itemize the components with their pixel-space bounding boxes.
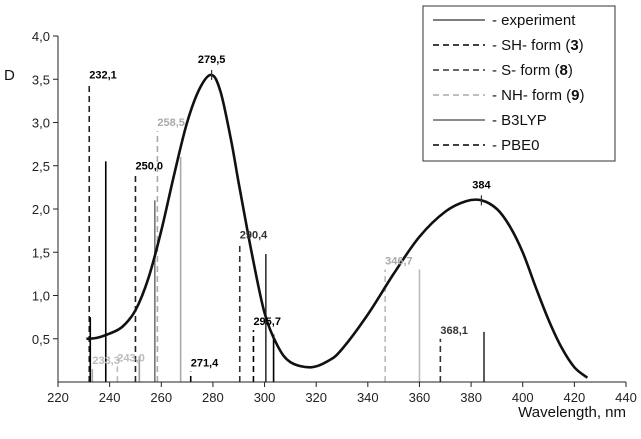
x-tick-label: 400 [512,390,534,405]
transition-label: 233,3 [92,355,120,367]
y-axis-title: D [4,67,15,84]
legend-entry-text: - S- form ( [492,62,560,79]
legend-entry: - S- form (8) [492,62,573,79]
legend-entry-tail: ) [579,37,584,54]
legend-entry: - experiment [492,12,576,29]
x-tick-label: 340 [357,390,379,405]
axis-ticks: 220 240 260 280 300 320 340 360 380 400 420 440 0,5 1… [32,29,637,405]
y-tick-label: 3,0 [32,116,50,131]
peak-label: 384 [472,179,491,191]
legend-entry-text: - NH- form ( [492,87,571,104]
x-tick-label: 300 [254,390,276,405]
transition-label: 232,1 [89,70,117,82]
transition-label: 368,1 [440,325,468,337]
legend-entry-text: - B3LYP [492,112,547,129]
transition-label: 346,7 [385,256,413,268]
plot-area: 220 240 260 280 300 320 340 360 380 400 420 440 0,5 1… [4,29,637,421]
y-tick-label: 3,5 [32,72,50,87]
x-tick-label: 220 [47,390,69,405]
x-axis-title: Wavelength, nm [518,404,626,421]
transition-label: 243,0 [117,352,145,364]
y-tick-label: 2,5 [32,159,50,174]
x-tick-label: 440 [615,390,637,405]
y-tick-label: 4,0 [32,29,50,44]
y-tick-label: 0,5 [32,332,50,347]
y-tick-label: 1,5 [32,245,50,260]
y-tick-label: 2,0 [32,202,50,217]
legend-entry: - B3LYP [492,112,547,129]
legend-entry-tail: ) [568,62,573,79]
transition-label: 258,5 [157,117,185,129]
transition-label: 295,7 [253,316,281,328]
legend-entry-tail: ) [580,87,585,104]
legend-entry-text: - PBE0 [492,137,540,154]
legend-entry: - SH- form (3) [492,37,584,54]
x-tick-label: 260 [150,390,172,405]
experiment-curve [86,73,589,379]
legend-compound-number: 8 [560,62,568,79]
x-tick-label: 380 [460,390,482,405]
x-tick-label: 360 [409,390,431,405]
legend-entry-text: - experiment [492,12,576,29]
transition-label: 290,4 [240,230,268,242]
transition-label: 271,4 [191,358,219,370]
legend-entry: - PBE0 [492,137,540,154]
legend-compound-number: 3 [570,37,578,54]
legend-compound-number: 9 [571,87,579,104]
legend-entry-text: - SH- form ( [492,37,570,54]
transition-label: 250,0 [135,160,163,172]
x-tick-label: 280 [202,390,224,405]
peak-label: 279,5 [198,54,226,66]
legend-items: - experiment- SH- form (3)- S- form (8)-… [433,12,585,154]
x-tick-label: 420 [564,390,586,405]
legend: - experiment- SH- form (3)- S- form (8)-… [422,5,616,162]
x-tick-label: 240 [99,390,121,405]
y-tick-label: 1,0 [32,289,50,304]
legend-box [422,5,616,162]
legend-entry: - NH- form (9) [492,87,585,104]
x-tick-label: 320 [305,390,327,405]
